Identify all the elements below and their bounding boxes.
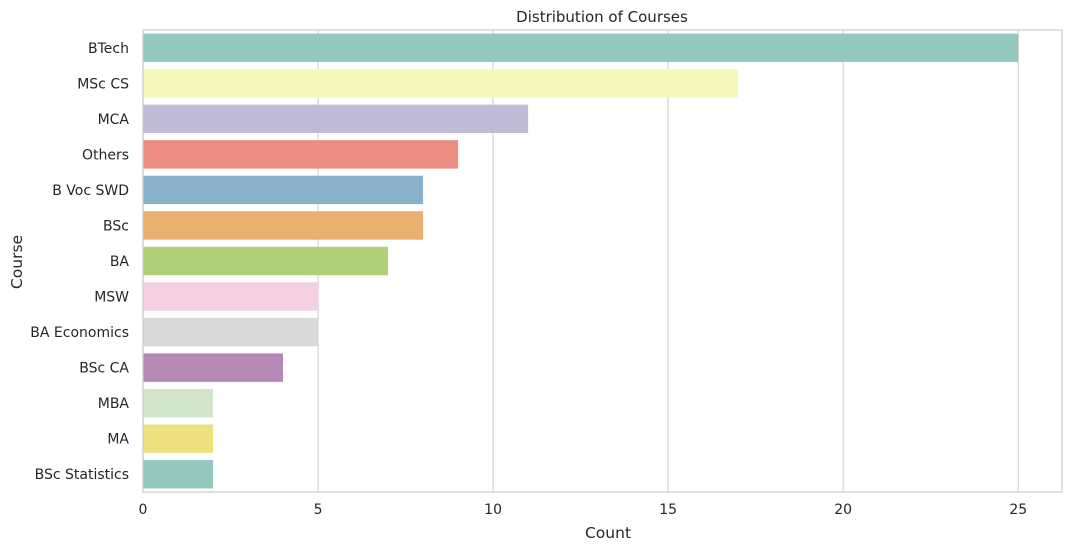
y-tick-label: BA [110,254,130,270]
bar [143,317,319,347]
y-tick-label: MSc CS [77,76,129,92]
bar [143,353,284,382]
bar [143,33,1019,62]
bar [143,69,739,98]
bar [143,424,214,453]
x-tick-label: 10 [484,502,502,518]
bar [143,282,319,311]
bars [143,33,1019,489]
y-tick-label: MBA [98,396,130,412]
plot-frame [142,29,1063,493]
y-tick-label: BSc Statistics [35,467,129,483]
bar [143,175,424,205]
y-tick-labels: BTech MSc CS MCA Others B Voc SWD BSc BA MSW BA … [30,41,129,483]
bar [143,246,389,276]
y-tick-label: BTech [88,41,129,57]
y-tick-label: MA [107,432,129,448]
y-axis-label: Course [8,235,26,289]
y-tick-label: MSW [94,290,129,306]
y-tick-label: MCA [98,112,130,128]
x-axis-label: Count [585,524,631,542]
y-tick-label: BSc [103,218,129,234]
y-tick-label: B Voc SWD [52,183,129,199]
chart-title: Distribution of Courses [516,8,688,26]
bar [143,460,214,489]
x-tick-label: 25 [1009,502,1027,518]
y-tick-label: Others [82,147,129,163]
x-tick-labels: 0 5 10 15 20 25 [139,502,1028,518]
x-tick-label: 0 [139,502,148,518]
x-tick-label: 20 [834,502,852,518]
bar [143,388,214,418]
x-tick-label: 5 [314,502,323,518]
bar [143,140,459,169]
bar [143,211,424,240]
y-tick-label: BA Economics [30,325,129,341]
y-tick-label: BSc CA [79,361,129,377]
bar [143,104,529,134]
x-tick-label: 15 [659,502,677,518]
